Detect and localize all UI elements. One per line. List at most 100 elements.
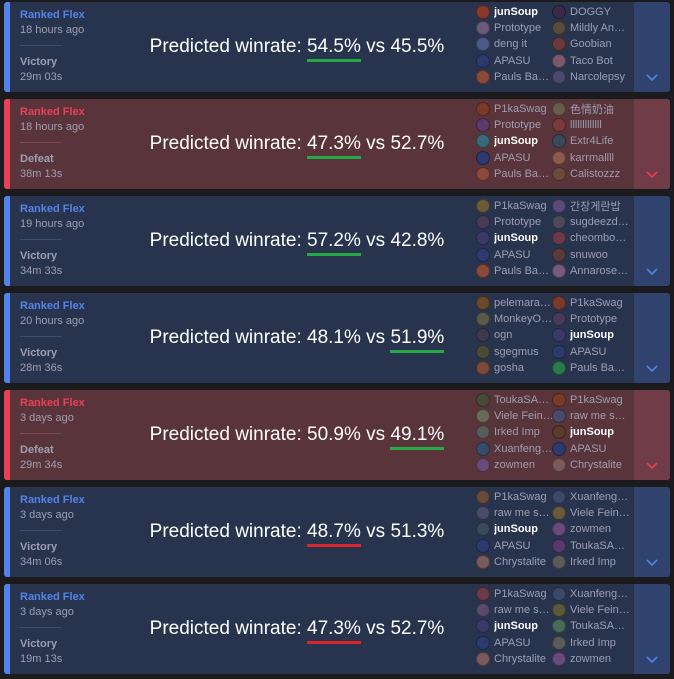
player-row[interactable]: MonkeyO… — [476, 311, 556, 327]
player-row[interactable]: Chrystalite — [552, 457, 632, 473]
summoner-name[interactable]: sgegmus — [494, 345, 539, 358]
summoner-name[interactable]: DOGGY — [570, 6, 611, 19]
player-row[interactable]: Taco Bot — [552, 53, 632, 69]
player-row[interactable]: Xuanfeng… — [552, 489, 632, 505]
summoner-name[interactable]: APASU — [494, 248, 531, 261]
player-row[interactable]: deng it — [476, 36, 556, 52]
match-card[interactable]: Ranked Flex 3 days ago Victory 34m 06s Predi… — [4, 487, 670, 577]
player-row[interactable]: junSoup — [552, 327, 632, 343]
summoner-name[interactable]: Pauls Ba… — [494, 70, 550, 83]
expand-button[interactable] — [634, 293, 670, 383]
player-row[interactable]: junSoup — [476, 521, 556, 537]
summoner-name[interactable]: junSoup — [570, 329, 614, 342]
player-row[interactable]: ogn — [476, 327, 556, 343]
summoner-name[interactable]: ToukaSA… — [570, 539, 626, 552]
player-row[interactable]: 간장게란밥 — [552, 198, 632, 214]
summoner-name[interactable]: Chrystalite — [494, 555, 546, 568]
summoner-name[interactable]: Prototype — [494, 216, 542, 229]
match-card[interactable]: Ranked Flex 18 hours ago Defeat 38m 13s Pred… — [4, 99, 670, 189]
summoner-name[interactable]: 간장게란밥 — [570, 201, 621, 214]
summoner-name[interactable]: Goobian — [570, 38, 612, 51]
expand-button[interactable] — [634, 487, 670, 577]
summoner-name[interactable]: zowmen — [570, 652, 611, 665]
summoner-name[interactable]: Annarose… — [570, 264, 629, 277]
summoner-name[interactable]: junSoup — [494, 523, 538, 536]
summoner-name[interactable]: Pauls Ba… — [570, 361, 626, 374]
player-row[interactable]: junSoup — [476, 4, 556, 20]
summoner-name[interactable]: cheombo… — [570, 232, 627, 245]
expand-button[interactable] — [634, 584, 670, 674]
summoner-name[interactable]: ToukaSA… — [570, 620, 626, 633]
summoner-name[interactable]: raw me s… — [494, 507, 550, 520]
summoner-name[interactable]: APASU — [494, 151, 531, 164]
player-row[interactable]: Xuanfeng… — [552, 586, 632, 602]
match-card[interactable]: Ranked Flex 18 hours ago Victory 29m 03s Pre… — [4, 2, 670, 92]
player-row[interactable]: P1kaSwag — [552, 295, 632, 311]
player-row[interactable]: Chrystalite — [476, 651, 556, 667]
summoner-name[interactable]: APASU — [570, 345, 607, 358]
summoner-name[interactable]: raw me s… — [494, 604, 550, 617]
player-row[interactable]: raw me s… — [476, 602, 556, 618]
player-row[interactable]: Viele Fein… — [552, 602, 632, 618]
expand-button[interactable] — [634, 196, 670, 286]
player-row[interactable]: P1kaSwag — [476, 586, 556, 602]
player-row[interactable]: Prototype — [476, 214, 556, 230]
player-row[interactable]: Irked Imp — [552, 554, 632, 570]
player-row[interactable]: Goobian — [552, 36, 632, 52]
player-row[interactable]: zowmen — [476, 457, 556, 473]
summoner-name[interactable]: sugdeezd… — [570, 216, 629, 229]
summoner-name[interactable]: junSoup — [494, 135, 538, 148]
summoner-name[interactable]: Viele Fein… — [570, 507, 630, 520]
summoner-name[interactable]: Irked Imp — [570, 555, 616, 568]
expand-button[interactable] — [634, 390, 670, 480]
player-row[interactable]: Narcolepsy — [552, 69, 632, 85]
player-row[interactable]: zowmen — [552, 651, 632, 667]
summoner-name[interactable]: Viele Fein… — [570, 604, 630, 617]
player-row[interactable]: pelemara… — [476, 295, 556, 311]
summoner-name[interactable]: karrmallll — [570, 151, 614, 164]
player-row[interactable]: Prototype — [552, 311, 632, 327]
player-row[interactable]: P1kaSwag — [476, 198, 556, 214]
player-row[interactable]: Annarose… — [552, 263, 632, 279]
player-row[interactable]: Calistozzz — [552, 166, 632, 182]
player-row[interactable]: 色情奶油 — [552, 101, 632, 117]
player-row[interactable]: zowmen — [552, 521, 632, 537]
player-row[interactable]: ToukaSA… — [552, 538, 632, 554]
summoner-name[interactable]: P1kaSwag — [570, 394, 623, 407]
summoner-name[interactable]: Irked Imp — [570, 636, 616, 649]
player-row[interactable]: APASU — [552, 344, 632, 360]
player-row[interactable]: sugdeezd… — [552, 214, 632, 230]
summoner-name[interactable]: zowmen — [494, 458, 535, 471]
summoner-name[interactable]: P1kaSwag — [494, 588, 547, 601]
summoner-name[interactable]: junSoup — [494, 6, 538, 19]
player-row[interactable]: APASU — [476, 53, 556, 69]
summoner-name[interactable]: Extr4Life — [570, 135, 614, 148]
player-row[interactable]: APASU — [476, 538, 556, 554]
expand-button[interactable] — [634, 99, 670, 189]
player-row[interactable]: Irked Imp — [552, 635, 632, 651]
player-row[interactable]: P1kaSwag — [552, 392, 632, 408]
summoner-name[interactable]: pelemara… — [494, 297, 551, 310]
summoner-name[interactable]: junSoup — [570, 426, 614, 439]
summoner-name[interactable]: snuwoo — [570, 248, 608, 261]
player-row[interactable]: Viele Fein… — [476, 408, 556, 424]
summoner-name[interactable]: 色情奶油 — [570, 104, 614, 117]
player-row[interactable]: APASU — [476, 635, 556, 651]
player-row[interactable]: Prototype — [476, 20, 556, 36]
player-row[interactable]: Mildly An… — [552, 20, 632, 36]
summoner-name[interactable]: P1kaSwag — [494, 491, 547, 504]
player-row[interactable]: Pauls Ba… — [476, 69, 556, 85]
player-row[interactable]: ToukaSA… — [552, 618, 632, 634]
summoner-name[interactable]: zowmen — [570, 523, 611, 536]
player-row[interactable]: P1kaSwag — [476, 101, 556, 117]
player-row[interactable]: cheombo… — [552, 230, 632, 246]
player-row[interactable]: Xuanfeng… — [476, 441, 556, 457]
player-row[interactable]: Chrystalite — [476, 554, 556, 570]
match-card[interactable]: Ranked Flex 3 days ago Defeat 29m 34s Predic… — [4, 390, 670, 480]
player-row[interactable]: Pauls Ba… — [552, 360, 632, 376]
summoner-name[interactable]: Chrystalite — [570, 458, 622, 471]
player-row[interactable]: snuwoo — [552, 247, 632, 263]
summoner-name[interactable]: Pauls Ba… — [494, 264, 550, 277]
summoner-name[interactable]: Prototype — [570, 313, 618, 326]
player-row[interactable]: Pauls Ba… — [476, 263, 556, 279]
